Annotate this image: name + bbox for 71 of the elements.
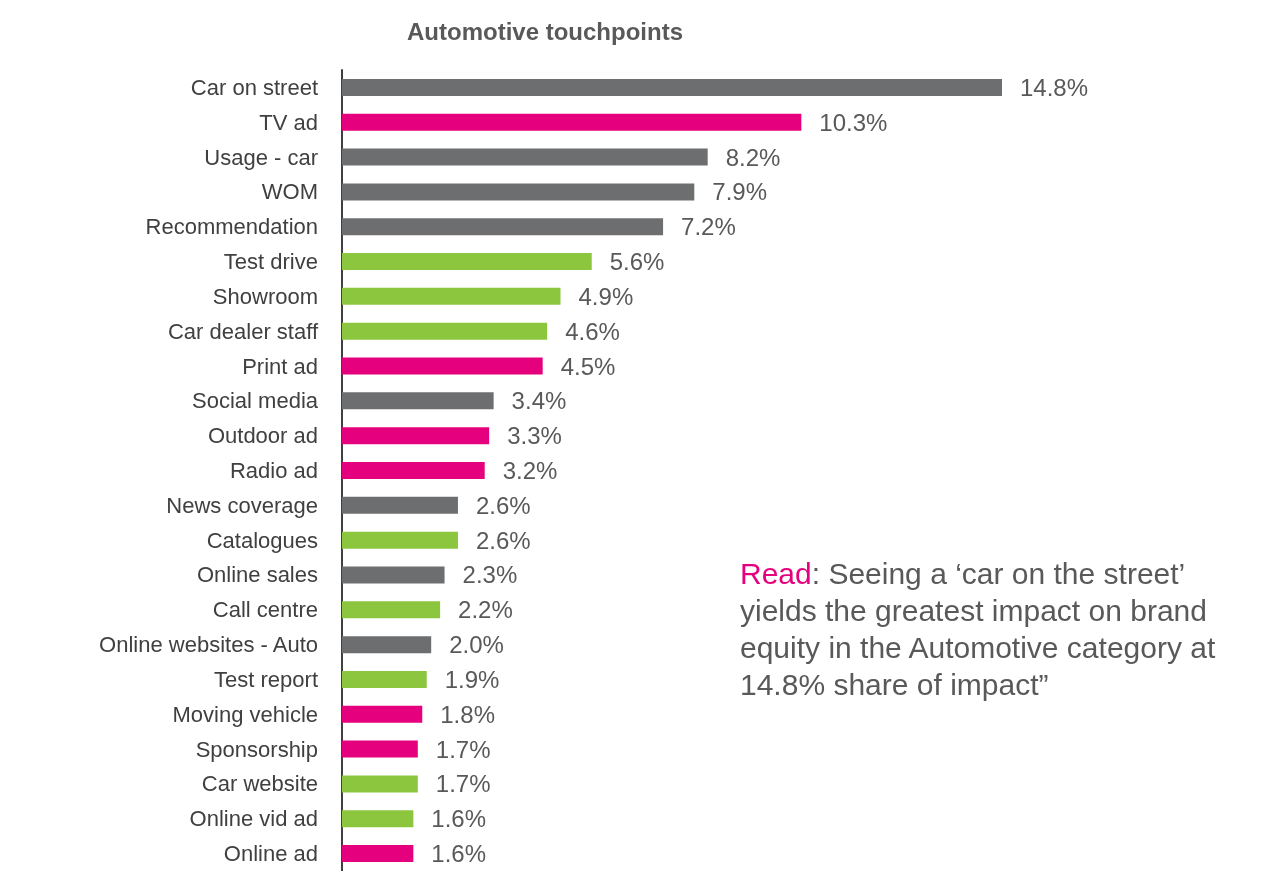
data-label: 2.3% [462, 561, 518, 589]
bar [342, 496, 458, 514]
bar [342, 113, 802, 131]
y-tick-label: Call centre [212, 597, 318, 623]
bar [342, 775, 418, 793]
data-label: 10.3% [819, 108, 888, 136]
y-tick-label: WOM [261, 179, 318, 205]
y-tick-label: Print ad [242, 353, 318, 379]
y-tick-label: Test report [214, 666, 318, 692]
y-tick-label: Car on street [190, 74, 318, 100]
data-label: 3.4% [511, 387, 567, 415]
y-tick-label: News coverage [166, 492, 318, 518]
data-label: 3.3% [507, 422, 562, 450]
data-label: 4.6% [565, 317, 620, 345]
data-label: 2.0% [449, 631, 504, 659]
bar [342, 253, 592, 271]
data-label: 2.6% [475, 491, 531, 519]
bar [342, 531, 458, 549]
data-label: 5.6% [609, 248, 665, 276]
y-tick-label: Radio ad [229, 458, 318, 483]
data-label: 1.7% [435, 735, 491, 763]
data-label: 1.6% [431, 805, 487, 833]
y-tick-label: Car dealer staff [167, 318, 319, 344]
bar [342, 845, 414, 863]
bar [342, 357, 543, 375]
data-label: 2.6% [475, 526, 531, 554]
bar [342, 148, 708, 166]
y-tick-label: TV ad [259, 109, 318, 135]
data-label: 2.2% [458, 596, 513, 624]
bar [342, 670, 427, 688]
y-tick-label: Social media [192, 388, 319, 414]
y-tick-label: Usage - car [204, 144, 318, 170]
data-label: 3.2% [502, 457, 558, 484]
chart-title: Automotive touchpoints [407, 17, 683, 45]
annotation: Read: Seeing a ‘car on the street’ yields the greatest impact on brand equity in the Automotive category at 14.8% share of impact” [740, 556, 1217, 703]
y-tick-label: Online vid ad [189, 806, 318, 832]
y-tick-label: Sponsorship [195, 736, 318, 762]
data-label: 4.9% [578, 282, 634, 310]
bar [342, 740, 418, 758]
data-label: 4.5% [560, 352, 616, 380]
y-tick-label: Online sales [196, 562, 318, 588]
data-label: 8.2% [725, 143, 781, 171]
y-tick-label: Moving vehicle [172, 701, 318, 727]
bar [342, 601, 441, 619]
data-label: 7.2% [681, 213, 736, 241]
bar [342, 810, 414, 828]
y-tick-label: Test drive [223, 249, 318, 275]
data-label: 1.7% [435, 770, 491, 798]
bar [342, 183, 695, 201]
bar [342, 566, 445, 584]
data-label: 1.8% [440, 700, 495, 728]
y-tick-label: Car website [201, 771, 318, 797]
y-tick-label: Recommendation [145, 214, 318, 240]
bar [342, 427, 490, 445]
bar [342, 322, 548, 340]
bar [342, 392, 494, 410]
y-tick-label: Showroom [212, 283, 318, 309]
y-tick-label: Outdoor ad [207, 423, 318, 449]
bar [342, 287, 561, 305]
data-label: 14.8% [1020, 73, 1089, 101]
bar [342, 705, 423, 723]
bar [342, 218, 664, 236]
bar [342, 462, 485, 479]
data-label: 1.9% [444, 665, 500, 693]
data-label: 1.6% [431, 840, 487, 868]
bar [342, 78, 1002, 96]
y-tick-label: Online ad [223, 841, 318, 867]
data-label: 7.9% [712, 178, 767, 206]
y-tick-label: Catalogues [206, 527, 318, 553]
bar [342, 636, 432, 654]
y-tick-label: Online websites - Auto [99, 632, 318, 658]
